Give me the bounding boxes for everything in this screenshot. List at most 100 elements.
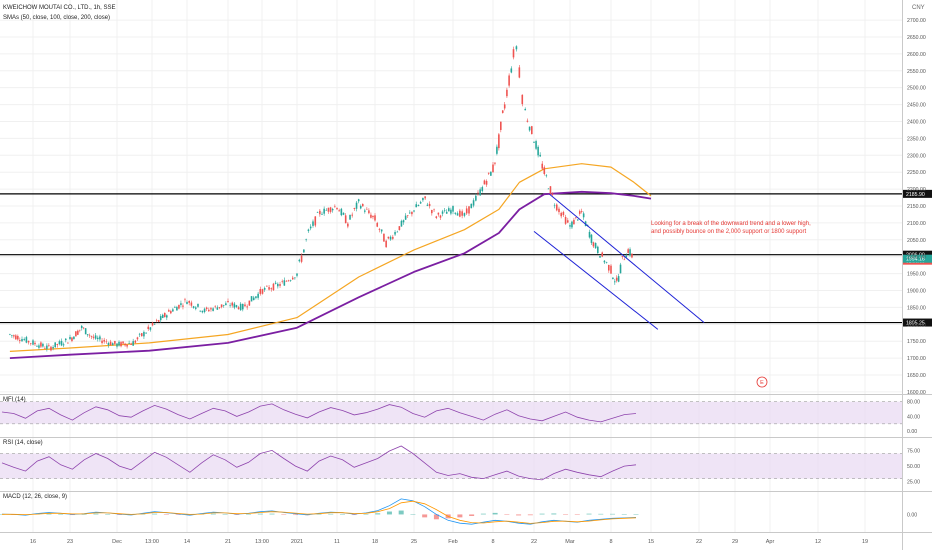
candle-body [218, 307, 221, 308]
candle-body [307, 229, 310, 232]
price-tag-label: 1805.25 [906, 321, 925, 327]
time-tick-label: 8 [491, 539, 494, 545]
mfi-band [0, 401, 902, 424]
candle-body [510, 68, 513, 73]
candle-body [342, 212, 345, 215]
candle-body [558, 208, 560, 213]
candle-body [426, 204, 429, 206]
candle-body [413, 210, 415, 212]
mfi-title: MFI (14) [3, 397, 26, 403]
candle-body [231, 302, 234, 306]
candle-body [80, 325, 83, 329]
candle-body [470, 203, 473, 209]
candle-body [344, 215, 347, 224]
candle-body [69, 336, 71, 340]
candle-body [325, 209, 328, 211]
candle-body [15, 335, 17, 340]
candle-body [239, 303, 242, 311]
candle-body [48, 345, 50, 346]
candle-body [577, 219, 579, 221]
candle-body [483, 180, 486, 185]
time-axis: 16 23 Dec 13:00 14 21 13:00 2021 11 18 25 Feb 8 22 Mar… [30, 539, 868, 545]
candle-body [357, 199, 360, 202]
candle-body [314, 216, 317, 226]
candle-body [515, 46, 518, 50]
candle-body [468, 206, 470, 214]
price-tag [903, 189, 932, 198]
candle-body [553, 205, 556, 207]
time-tick-label: Mar [565, 539, 575, 545]
macd-histogram-bar [246, 514, 252, 515]
candle-body [551, 193, 554, 195]
time-tick-label: 19 [862, 539, 868, 545]
candle-body [296, 273, 298, 276]
candle-body [389, 236, 392, 240]
candle-body [535, 141, 537, 149]
candle-body [281, 281, 284, 282]
rsi-tick-label: 25.00 [907, 480, 920, 486]
candle-body [492, 164, 494, 173]
candle-body [225, 303, 227, 306]
candle-body [479, 189, 481, 196]
candle-body [116, 343, 118, 347]
price-tag-label: 2185.90 [906, 192, 925, 198]
price-panel[interactable]: 2185.902006.001805.2501:00:001994.16 [0, 45, 932, 359]
candle-body [58, 341, 61, 345]
candle-body [279, 284, 281, 286]
candle-body [75, 331, 77, 337]
candle-body [355, 202, 358, 209]
macd-histogram-bar [610, 513, 616, 515]
candle-body [487, 172, 490, 174]
time-tick-label: 14 [184, 539, 190, 545]
candle-body [140, 333, 143, 337]
macd-histogram-bar [551, 513, 557, 515]
candle-body [300, 255, 303, 262]
candle-body [531, 126, 533, 135]
time-tick-label: 11 [334, 539, 340, 545]
candle-body [250, 296, 253, 302]
candle-body [394, 232, 396, 235]
candle-body [349, 214, 351, 220]
mfi-tick-label: 80.00 [907, 400, 920, 406]
macd-histogram-bar [480, 513, 486, 515]
candle-body [84, 328, 87, 335]
candle-body [541, 163, 544, 169]
annotation-line-2: and possibly bounce on the 2,000 support… [651, 229, 806, 235]
candle-body [235, 305, 238, 307]
candle-body [340, 208, 343, 216]
mfi-tick-label: 0.00 [907, 429, 917, 435]
candle-body [578, 211, 581, 214]
indicator-panels[interactable]: 80.00 40.00 0.00 75.00 50.00 25.00 0.00 [0, 400, 920, 525]
candle-body [143, 331, 145, 337]
candle-body [528, 126, 531, 131]
candle-body [372, 215, 374, 218]
candle-body [157, 320, 160, 322]
candle-body [274, 282, 277, 284]
price-tick-label: 2400.00 [907, 119, 926, 125]
candle-body [623, 259, 626, 261]
svg-text:E: E [760, 380, 764, 386]
candle-body [283, 280, 286, 286]
candle-body [547, 188, 550, 190]
mfi-line-main [1, 403, 637, 423]
candle-body [580, 211, 583, 213]
candle-body [629, 249, 631, 256]
macd-histogram-bar [293, 514, 299, 516]
macd-histogram-bar [363, 514, 369, 515]
macd-histogram-bar [81, 514, 87, 515]
time-tick-label: Feb [448, 539, 457, 545]
earnings-marker-icon[interactable]: E [756, 376, 768, 388]
macd-histogram-bar [516, 514, 522, 516]
macd-histogram-bar [504, 514, 510, 515]
candle-body [461, 211, 463, 216]
candle-body [329, 207, 332, 212]
candle-body [481, 187, 484, 192]
candle-body [9, 334, 11, 335]
candle-body [338, 210, 340, 212]
candle-body [153, 323, 156, 325]
candle-body [448, 208, 450, 212]
rsi-title: RSI (14, close) [3, 440, 43, 446]
candle-body [398, 226, 401, 231]
candle-body [305, 239, 307, 240]
